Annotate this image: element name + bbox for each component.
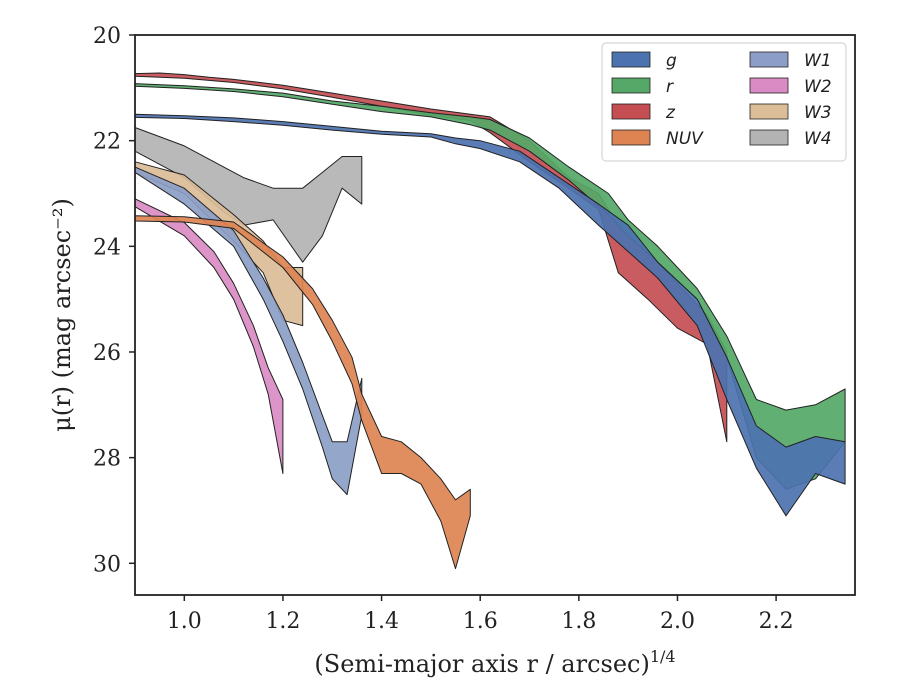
legend-swatch-w3 [749, 103, 789, 120]
x-tick-label: 1.6 [463, 609, 498, 634]
y-tick-label: 20 [93, 24, 121, 49]
legend-label-w4: W4 [804, 129, 832, 149]
x-tick-label: 1.4 [364, 609, 399, 634]
legend-swatch-w2 [749, 77, 789, 94]
plot-frame [134, 34, 856, 596]
y-tick-label: 28 [93, 447, 121, 472]
y-tick-label: 24 [93, 235, 121, 260]
legend-swatch-w4 [749, 129, 789, 146]
band-g [134, 113, 846, 517]
legend-label-w2: W2 [804, 77, 832, 97]
legend-label-w3: W3 [804, 103, 832, 123]
legend-swatch-z [611, 103, 651, 120]
x-axis-title: (Semi-major axis r / arcsec)1/4 [314, 647, 675, 678]
y-axis-title: μ(r) (mag arcsec⁻²) [48, 198, 76, 432]
y-tick-label: 26 [93, 341, 121, 366]
y-tick-label: 22 [93, 130, 121, 155]
band-w2 [134, 198, 284, 474]
x-tick-label: 1.8 [561, 609, 596, 634]
y-tick-label: 30 [93, 552, 121, 577]
legend-label-g: g [666, 51, 677, 71]
legend-label-r: r [666, 77, 674, 97]
band-z [134, 72, 728, 443]
profile-bands [134, 72, 846, 570]
x-axis-ticks: 1.0 1.2 1.4 1.6 1.8 2.0 2.2 [167, 595, 794, 634]
x-tick-label: 1.0 [167, 609, 202, 634]
legend-swatch-g [611, 51, 651, 68]
legend-swatch-r [611, 77, 651, 94]
legend-label-w1: W1 [804, 51, 832, 71]
x-tick-label: 1.2 [265, 609, 300, 634]
x-tick-label: 2.2 [759, 609, 794, 634]
legend: grz NUV W1 W2 W3 W4 [601, 42, 847, 162]
legend-label-z: z [665, 103, 676, 123]
x-tick-label: 2.0 [660, 609, 695, 634]
legend-swatch-w1 [749, 51, 789, 68]
band-nuv [134, 215, 471, 570]
y-axis-ticks: 20 22 24 26 28 30 [93, 24, 135, 577]
legend-label-nuv: NUV [666, 129, 704, 149]
legend-swatch-nuv [611, 129, 651, 146]
